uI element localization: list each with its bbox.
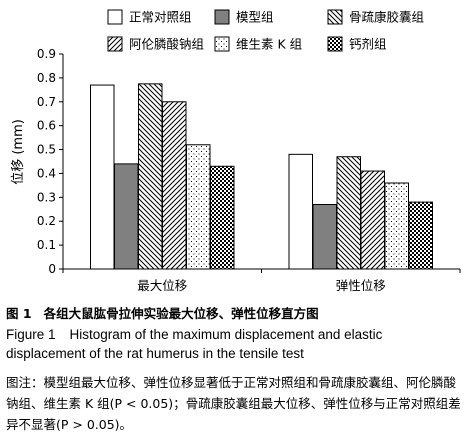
y-tick-label: 0.9 (37, 47, 56, 61)
legend-swatch (107, 36, 123, 52)
figure-note: 图注：模型组最大位移、弹性位移显著低于正常对照组和骨疏康胶囊组、阿伦膦酸钠组、维… (6, 375, 461, 432)
legend-label: 阿伦膦酸钠组 (129, 37, 204, 52)
bar (210, 165, 235, 270)
y-axis-label: 位移 (mm) (11, 119, 26, 185)
y-tick-label: 0.3 (37, 190, 56, 204)
figure-caption-en: Figure 1 Histogram of the maximum displac… (6, 325, 462, 363)
figure-number-en: Figure 1 (6, 327, 56, 342)
y-tick-label: 0.1 (37, 238, 56, 252)
bar (384, 182, 409, 270)
bar (138, 83, 163, 270)
figure-title-en: Histogram of the maximum displacement an… (6, 327, 383, 361)
bars (90, 83, 433, 270)
x-axis: 最大位移 弹性位移 (62, 268, 461, 293)
x-category-label: 弹性位移 (336, 278, 386, 293)
figure-number-cn: 图 1 (6, 306, 32, 321)
legend-label: 钙剂组 (349, 37, 387, 52)
figure-title-cn: 各组大鼠肱骨拉伸实验最大位移、弹性位移直方图 (43, 306, 319, 321)
legend-swatch (214, 9, 230, 25)
y-tick-label: 0.7 (37, 95, 56, 109)
legend-label: 骨疏康胶囊组 (349, 10, 424, 25)
legend-swatch (214, 36, 230, 52)
x-category-label: 最大位移 (137, 278, 187, 293)
y-axis: 0 0.1 0.2 0.3 0.4 0.5 0.6 0.7 0.8 0.9 (37, 47, 64, 276)
bar (114, 163, 139, 270)
legend-label: 正常对照组 (129, 10, 192, 25)
y-tick-label: 0.8 (37, 71, 56, 85)
y-tick-label: 0.2 (37, 214, 56, 228)
legend-swatch (327, 36, 343, 52)
y-tick-label: 0.4 (37, 166, 56, 180)
y-tick-label: 0 (48, 262, 56, 276)
bar (360, 170, 385, 270)
legend-label: 维生素 K 组 (236, 37, 302, 52)
figure-caption-cn: 图 1 各组大鼠肱骨拉伸实验最大位移、弹性位移直方图 (6, 304, 462, 323)
legend-swatch (107, 9, 123, 25)
bar (162, 101, 187, 270)
bar (90, 84, 115, 270)
bar (186, 144, 211, 270)
bar (288, 153, 313, 270)
y-tick-label: 0.6 (37, 119, 56, 133)
bar (336, 156, 361, 270)
bar (312, 204, 337, 270)
legend-swatch (327, 9, 343, 25)
y-tick-label: 0.5 (37, 143, 56, 157)
legend-label: 模型组 (236, 10, 274, 25)
bar (408, 201, 433, 270)
